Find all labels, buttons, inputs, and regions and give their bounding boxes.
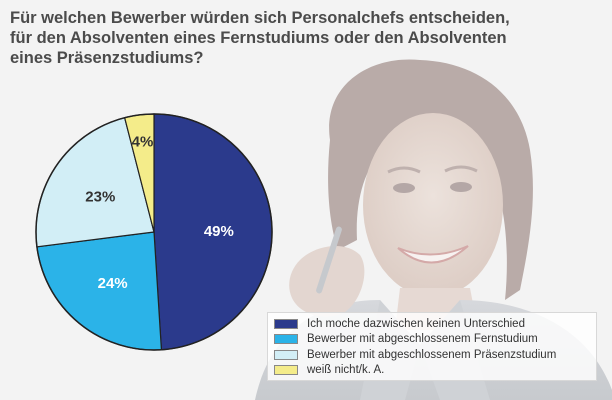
legend-label: Bewerber mit abgeschlossenem Fernstudium bbox=[307, 333, 538, 346]
pie-outline bbox=[35, 113, 273, 351]
pie-slice-label: 49% bbox=[204, 223, 234, 240]
legend-label: weiß nicht/k. A. bbox=[307, 364, 385, 377]
legend-label: Bewerber mit abgeschlossenem Präsenzstud… bbox=[307, 348, 557, 361]
pie-slice-label: 4% bbox=[132, 134, 154, 151]
legend-swatch bbox=[274, 365, 298, 376]
chart-title-line-3: eines Präsenzstudiums? bbox=[10, 49, 204, 67]
chart-title-line-1: Für welchen Bewerber würden sich Persona… bbox=[10, 9, 510, 27]
chart-title-line-2: für den Absolventen eines Fernstudiums o… bbox=[10, 29, 507, 47]
pie-slice-label: 23% bbox=[85, 189, 115, 206]
pie-slice-label: 24% bbox=[98, 275, 128, 292]
chart-title: Für welchen Bewerber würden sich Persona… bbox=[10, 8, 605, 68]
legend-item: Bewerber mit abgeschlossenem Präsenzstud… bbox=[274, 347, 590, 363]
legend-swatch bbox=[274, 318, 298, 329]
legend-item: Ich moche dazwischen keinen Unterschied bbox=[274, 316, 590, 332]
legend-swatch bbox=[274, 349, 298, 360]
chart-legend: Ich moche dazwischen keinen Unterschied … bbox=[267, 312, 597, 381]
legend-item: Bewerber mit abgeschlossenem Fernstudium bbox=[274, 332, 590, 348]
legend-item: weiß nicht/k. A. bbox=[274, 363, 590, 379]
legend-label: Ich moche dazwischen keinen Unterschied bbox=[307, 317, 525, 330]
legend-swatch bbox=[274, 334, 298, 345]
